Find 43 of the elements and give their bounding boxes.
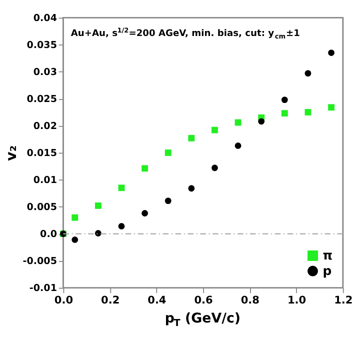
y-tick-label: 0.005 (26, 202, 57, 214)
point (258, 118, 265, 125)
y-tick-label: -0.005 (22, 256, 57, 268)
y-tick-label: 0.02 (33, 121, 57, 132)
point (234, 142, 242, 149)
point (142, 210, 148, 216)
point (281, 96, 288, 103)
y-tick-label: 0.015 (26, 148, 57, 160)
point (164, 150, 172, 156)
x-tick-label: 1.2 (334, 294, 353, 307)
point (328, 104, 334, 111)
x-tick-label: 0.6 (194, 294, 213, 307)
point (304, 109, 312, 116)
point (72, 214, 78, 221)
point (212, 126, 218, 134)
x-tick-label: 0.8 (240, 294, 260, 307)
y-tick-label: -0.01 (29, 283, 57, 294)
point (164, 198, 172, 204)
x-tick-label: 0.4 (148, 294, 166, 307)
y-tick-label: 0.0 (40, 229, 58, 240)
point (304, 70, 312, 77)
point (281, 110, 288, 117)
point (118, 223, 125, 230)
x-tick-label: 0.2 (100, 294, 120, 307)
y-axis-title: v₂ (4, 145, 20, 162)
point (94, 230, 102, 236)
legend-label: π (322, 248, 333, 263)
y-tick-label: 0.01 (33, 175, 57, 186)
point (94, 202, 102, 209)
x-tick-label: 1.0 (287, 294, 306, 307)
point (188, 134, 195, 142)
y-tick-label: 0.025 (26, 94, 57, 106)
y-tick-label: 0.03 (33, 67, 57, 78)
point (72, 236, 78, 243)
point (118, 184, 125, 192)
y-tick-label: 0.04 (33, 13, 58, 24)
x-tick-label: 0.0 (54, 294, 74, 307)
point (188, 185, 195, 192)
point (142, 165, 148, 172)
legend-label: p (322, 262, 332, 278)
point (212, 164, 218, 172)
y-tick-label: 0.035 (26, 40, 57, 52)
point (328, 50, 334, 56)
